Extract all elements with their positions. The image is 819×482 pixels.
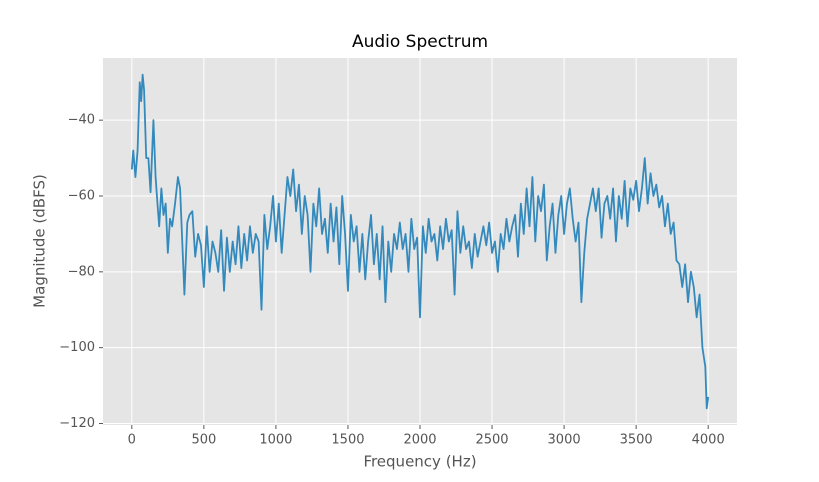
x-tick-label: 1000 (259, 433, 292, 448)
x-tick-label: 3000 (548, 433, 581, 448)
y-axis-label: Magnitude (dBFS) (31, 174, 49, 308)
y-tick-label: −100 (59, 340, 95, 355)
x-tick-label: 1500 (331, 433, 364, 448)
x-tick-label: 2000 (403, 433, 436, 448)
y-tick-label: −80 (68, 264, 95, 279)
y-tick-label: −120 (59, 416, 95, 431)
y-tick-label: −60 (68, 189, 95, 204)
x-tick-label: 0 (128, 433, 136, 448)
spectrum-line (130, 73, 710, 410)
x-tick-label: 4000 (692, 433, 725, 448)
x-tick-label: 500 (191, 433, 216, 448)
chart-title: Audio Spectrum (352, 32, 488, 52)
x-axis-label: Frequency (Hz) (363, 453, 476, 471)
y-tick-label: −40 (68, 113, 95, 128)
x-tick-label: 3500 (620, 433, 653, 448)
x-tick-label: 2500 (475, 433, 508, 448)
